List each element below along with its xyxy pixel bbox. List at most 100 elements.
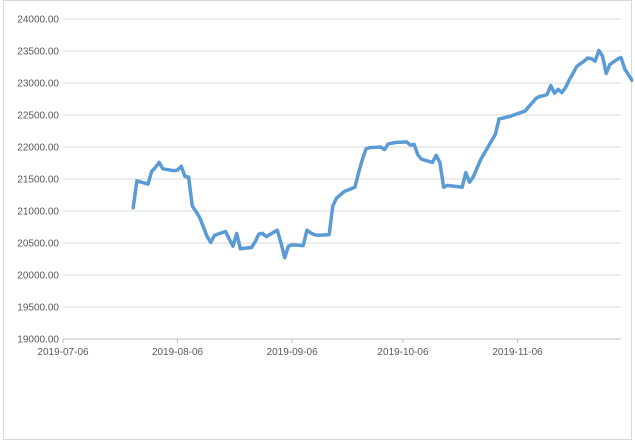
data-point (405, 140, 409, 144)
data-point (331, 204, 335, 208)
data-point (408, 143, 412, 147)
data-point (619, 55, 623, 59)
y-tick-label: 21500.00 (17, 175, 59, 186)
data-point (394, 141, 398, 145)
data-point (312, 233, 316, 237)
data-point (586, 56, 590, 60)
data-point (589, 57, 593, 61)
data-point (198, 215, 202, 219)
data-point (257, 232, 261, 236)
data-point (286, 244, 290, 248)
data-point (172, 169, 176, 173)
data-point (597, 48, 601, 52)
data-point (601, 54, 605, 58)
data-point (497, 117, 501, 121)
data-point (209, 240, 213, 244)
data-point (316, 233, 320, 237)
data-point (360, 158, 364, 162)
data-point (224, 230, 228, 234)
data-point (564, 86, 568, 90)
data-point (420, 157, 424, 161)
data-point (227, 237, 231, 241)
data-point (261, 231, 265, 235)
data-point (205, 235, 209, 239)
data-point (301, 244, 305, 248)
data-point (176, 168, 180, 172)
data-point (575, 64, 579, 68)
line-chart: 19000.00 19500.00 20000.00 20500.00 21000.00… (17, 15, 633, 358)
data-point (519, 110, 523, 114)
x-axis-tick-labels: 2019-07-06 2019-08-06 2019-09-06 2019-10-06… (37, 347, 543, 358)
data-point (549, 84, 553, 88)
data-point (368, 146, 372, 150)
data-point (327, 233, 331, 237)
data-point (231, 244, 235, 248)
series-layer (131, 48, 633, 260)
y-tick-label: 23000.00 (17, 79, 59, 90)
data-point (442, 185, 446, 189)
y-tick-label: 20000.00 (17, 271, 59, 282)
data-point (416, 153, 420, 157)
data-point (338, 193, 342, 197)
data-point (471, 175, 475, 179)
data-point (456, 185, 460, 189)
data-point (490, 139, 494, 143)
y-tick-label: 22000.00 (17, 143, 59, 154)
data-point (264, 235, 268, 239)
data-point (238, 247, 242, 251)
data-point (335, 196, 339, 200)
data-point (253, 240, 257, 244)
x-tick-label: 2019-11-06 (492, 347, 543, 358)
data-point (353, 185, 357, 189)
x-tick-label: 2019-08-06 (152, 347, 204, 358)
data-point (541, 94, 545, 98)
data-point (364, 147, 368, 151)
y-tick-label: 21000.00 (17, 207, 59, 218)
data-point (571, 71, 575, 75)
data-point (553, 91, 557, 95)
data-point (538, 94, 542, 98)
data-point (412, 142, 416, 146)
data-point (434, 153, 438, 157)
data-point (460, 185, 464, 189)
data-point (512, 113, 516, 117)
data-point (305, 228, 309, 232)
data-point (279, 241, 283, 245)
series-line (131, 48, 633, 260)
data-point (567, 78, 571, 82)
data-point (190, 204, 194, 208)
data-point (468, 180, 472, 184)
data-point (604, 71, 608, 75)
y-tick-label: 20500.00 (17, 239, 59, 250)
y-tick-label: 19000.00 (17, 335, 59, 346)
data-point (623, 67, 627, 71)
data-point (486, 145, 490, 149)
data-point (342, 190, 346, 194)
data-point (615, 57, 619, 61)
y-axis-tick-labels: 19000.00 19500.00 20000.00 20500.00 21000.00… (17, 15, 59, 346)
data-point (593, 59, 597, 63)
y-tick-label: 24000.00 (17, 15, 59, 26)
chart-area: 19000.00 19500.00 20000.00 20500.00 21000.00… (3, 0, 633, 440)
data-point (582, 59, 586, 63)
data-point (383, 148, 387, 152)
data-point (501, 116, 505, 120)
y-tick-label: 19500.00 (17, 303, 59, 314)
data-point (534, 96, 538, 100)
data-point (135, 179, 139, 183)
data-point (153, 166, 157, 170)
gridlines (62, 18, 621, 343)
data-point (157, 160, 161, 164)
data-point (131, 206, 135, 210)
data-point (560, 91, 564, 95)
x-tick-label: 2019-09-06 (267, 347, 319, 358)
data-point (201, 225, 205, 229)
data-point (516, 112, 520, 116)
data-point (556, 87, 560, 91)
x-tick-label: 2019-07-06 (37, 347, 89, 358)
data-point (479, 158, 483, 162)
data-point (187, 175, 191, 179)
data-point (150, 169, 154, 173)
data-point (179, 164, 183, 168)
data-point (250, 246, 254, 250)
